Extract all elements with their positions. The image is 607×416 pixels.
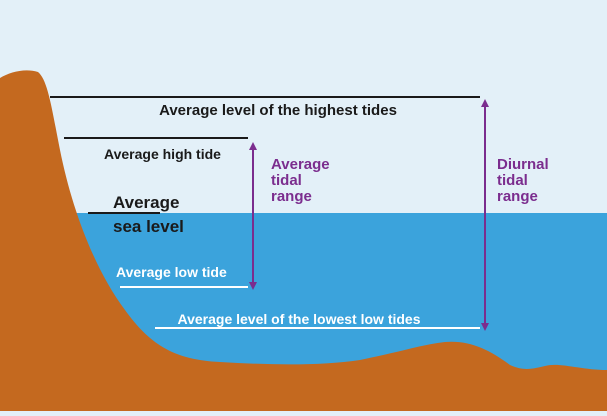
high-tide-label: Average high tide: [104, 146, 221, 162]
lowest-low-tides-label: Average level of the lowest low tides: [178, 311, 421, 327]
low-tide-label: Average low tide: [116, 264, 227, 280]
diurnal-tidal-range-label-2: tidal: [497, 172, 528, 189]
diurnal-tidal-range-label-1: Diurnal: [497, 156, 549, 173]
highest-tides-label: Average level of the highest tides: [159, 102, 397, 119]
diurnal-tidal-range-label-3: range: [497, 188, 538, 205]
average-tidal-range-label-3: range: [271, 188, 312, 205]
sky: [0, 0, 607, 213]
land: [0, 70, 607, 411]
average-tidal-range-label-1: Average: [271, 156, 330, 173]
sea-level-label-line1: Average: [113, 193, 179, 212]
average-tidal-range-label-2: tidal: [271, 172, 302, 189]
sea-level-label-line2: sea level: [113, 217, 184, 236]
